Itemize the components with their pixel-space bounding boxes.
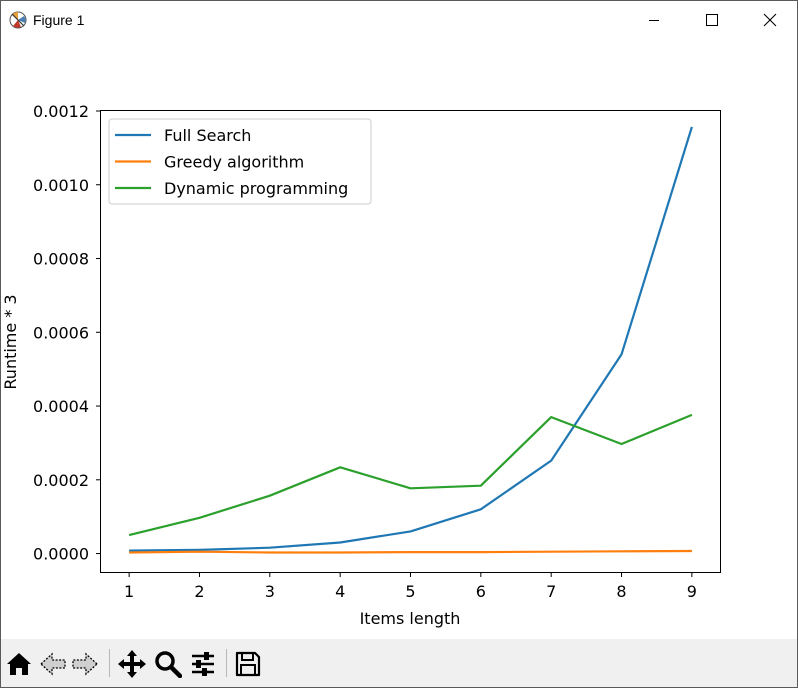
save-button[interactable] (232, 648, 264, 680)
x-tick-label: 7 (546, 582, 556, 601)
close-icon (763, 13, 777, 27)
forward-button[interactable] (69, 648, 101, 680)
x-axis-ticks: 1 2 3 4 5 6 7 8 9 (124, 572, 697, 601)
legend: Full Search Greedy algorithm Dynamic progr… (108, 118, 372, 205)
x-tick-label: 5 (405, 582, 415, 601)
toolbar-separator (109, 649, 110, 677)
x-tick-label: 2 (194, 582, 204, 601)
x-tick-label: 3 (265, 582, 275, 601)
close-button[interactable] (741, 1, 797, 39)
series-line-greedy-algorithm (129, 549, 692, 554)
x-tick-label: 6 (476, 582, 486, 601)
move-icon (118, 650, 146, 678)
x-tick-label: 1 (124, 582, 134, 601)
sliders-icon (192, 652, 214, 676)
figure-canvas[interactable]: 0.0000 0.0002 0.0004 0.0006 0.0008 0.0010 0.00… (1, 39, 797, 637)
series-line-full-search (129, 126, 693, 552)
x-tick-label: 4 (335, 582, 345, 601)
minimize-icon (649, 20, 659, 21)
series-line-dynamic-programming (128, 413, 693, 537)
legend-label: Dynamic programming (164, 179, 348, 198)
navigation-toolbar (1, 639, 797, 687)
home-button[interactable] (3, 648, 35, 680)
toolbar-separator (226, 649, 227, 677)
maximize-button[interactable] (683, 1, 741, 39)
legend-box (108, 118, 372, 205)
y-tick-label: 0.0000 (33, 545, 89, 564)
forward-arrow-icon (72, 652, 98, 676)
minimize-button[interactable] (625, 1, 683, 39)
y-tick-label: 0.0010 (33, 176, 89, 195)
zoom-button[interactable] (152, 648, 184, 680)
zoom-icon (155, 651, 182, 678)
configure-subplots-button[interactable] (187, 648, 219, 680)
y-axis-ticks: 0.0000 0.0002 0.0004 0.0006 0.0008 0.0010 0.00… (33, 102, 101, 564)
x-axis-label: Items length (360, 609, 461, 628)
home-icon (7, 653, 31, 675)
title-bar[interactable]: Figure 1 (1, 1, 797, 39)
x-tick-label: 9 (687, 582, 697, 601)
save-icon (235, 651, 261, 677)
y-tick-label: 0.0004 (33, 397, 89, 416)
window-title: Figure 1 (33, 12, 85, 28)
y-tick-label: 0.0008 (33, 250, 89, 269)
y-tick-label: 0.0006 (33, 323, 89, 342)
y-tick-label: 0.0012 (33, 102, 89, 121)
back-button[interactable] (37, 648, 69, 680)
back-arrow-icon (40, 652, 66, 676)
series-lines (128, 126, 693, 554)
line-chart: 0.0000 0.0002 0.0004 0.0006 0.0008 0.0010 0.00… (1, 102, 721, 628)
y-tick-label: 0.0002 (33, 471, 89, 490)
maximize-icon (706, 14, 718, 26)
pan-button[interactable] (116, 648, 148, 680)
axes-frame (100, 110, 721, 573)
legend-label: Full Search (164, 126, 251, 145)
legend-label: Greedy algorithm (164, 153, 304, 172)
app-icon (9, 11, 27, 29)
y-axis-label: Runtime * 3 (1, 294, 20, 389)
x-tick-label: 8 (616, 582, 626, 601)
